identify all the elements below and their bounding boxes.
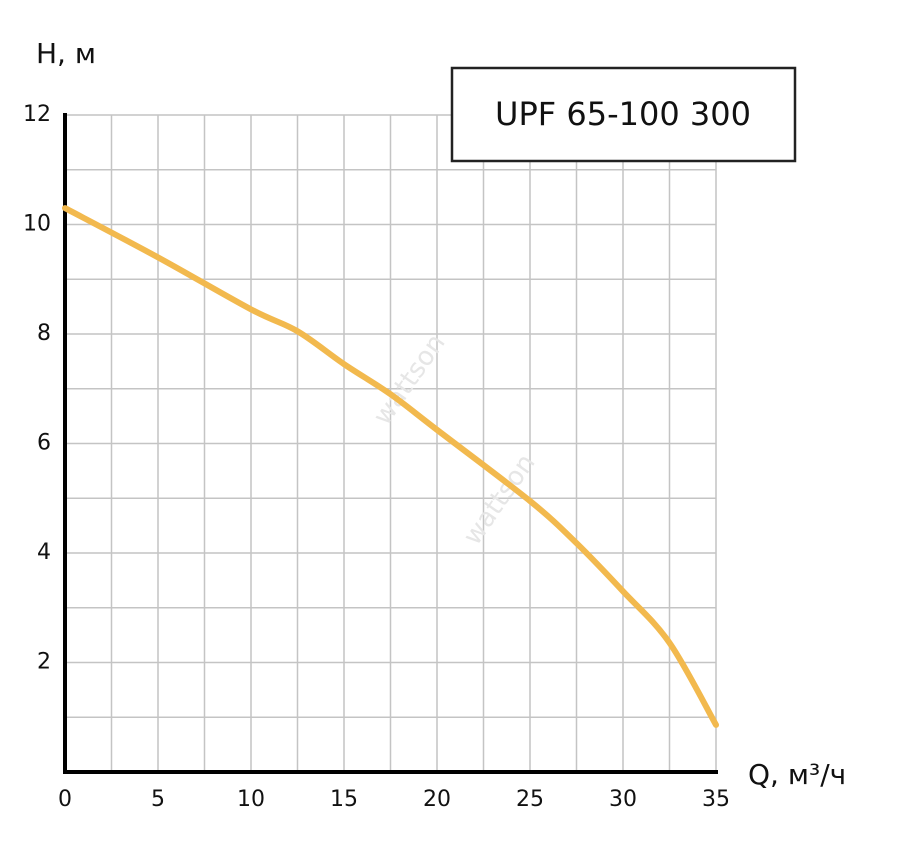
x-tick-label: 20	[423, 787, 451, 812]
x-tick-label: 5	[151, 787, 165, 812]
y-tick-label: 12	[23, 102, 51, 127]
x-tick-label: 30	[609, 787, 637, 812]
watermark: wattson	[368, 329, 452, 431]
title-box	[450, 66, 797, 163]
chart-title: UPF 65-100 300	[495, 95, 751, 133]
y-axis-label: H, м	[36, 37, 96, 70]
x-axis-label: Q, м³/ч	[748, 758, 846, 791]
y-tick-label: 4	[37, 540, 51, 565]
x-tick-label: 15	[330, 787, 358, 812]
x-tick-label: 0	[58, 787, 72, 812]
curve	[62, 205, 719, 728]
x-tick-label: 35	[702, 787, 730, 812]
y-tick-label: 10	[23, 212, 51, 237]
x-tick-label: 25	[516, 787, 544, 812]
x-tick-label: 10	[237, 787, 265, 812]
y-tick-label: 6	[37, 431, 51, 456]
y-tick-label: 8	[37, 321, 51, 346]
y-tick-label: 2	[37, 650, 51, 675]
